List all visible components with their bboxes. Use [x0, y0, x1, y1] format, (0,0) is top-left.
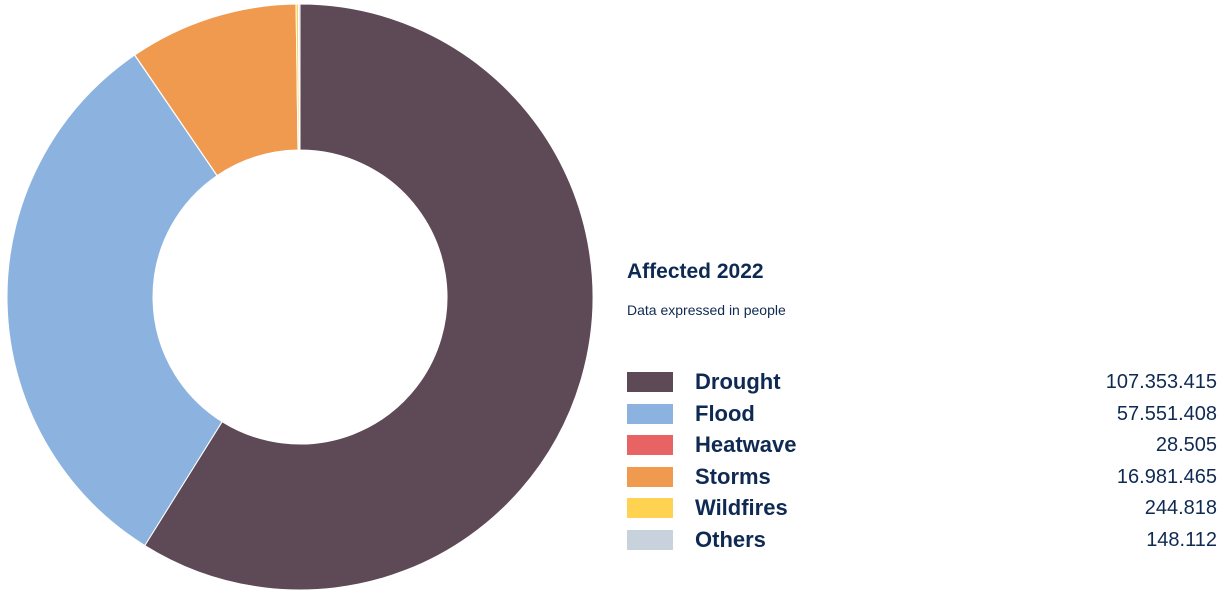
legend-value: 16.981.465: [1116, 465, 1217, 488]
legend-label: Flood: [695, 400, 755, 426]
legend-label: Storms: [695, 463, 771, 489]
legend-value: 28.505: [1155, 434, 1217, 456]
chart-title: Affected 2022: [627, 260, 764, 283]
legend-value: 57.551.408: [1116, 402, 1217, 425]
donut-slice-flood[interactable]: [6, 54, 223, 547]
legend-panel: Affected 2022 Data expressed in people D…: [627, 255, 1217, 552]
legend-item-heatwave[interactable]: Heatwave 28.505: [627, 431, 1217, 463]
donut-slice-others[interactable]: [298, 3, 301, 151]
legend-swatch-others: [627, 529, 673, 550]
legend-swatch-flood: [627, 403, 673, 424]
legend-label: Heatwave: [695, 432, 797, 457]
legend-swatch-heatwave: [627, 435, 673, 455]
legend-label: Others: [695, 526, 766, 552]
legend-item-drought[interactable]: Drought 107.353.415: [627, 368, 1217, 400]
legend-label: Drought: [695, 369, 781, 394]
legend-item-storms[interactable]: Storms 16.981.465: [627, 463, 1217, 495]
legend-item-others[interactable]: Others 148.112: [627, 526, 1217, 558]
legend-item-flood[interactable]: Flood 57.551.408: [627, 400, 1217, 432]
legend-swatch-drought: [627, 372, 673, 392]
donut-slice-drought[interactable]: [144, 3, 594, 591]
legend-swatch-wildfires: [627, 498, 673, 518]
legend-item-wildfires[interactable]: Wildfires 244.818: [627, 494, 1217, 526]
legend-label: Wildfires: [695, 495, 788, 520]
legend-list: Drought 107.353.415 Flood 57.551.408 Hea…: [627, 368, 1217, 557]
legend-value: 107.353.415: [1105, 371, 1217, 393]
legend-value: 244.818: [1144, 497, 1217, 519]
legend-swatch-storms: [627, 466, 673, 487]
donut-chart: [6, 3, 594, 591]
chart-subtitle: Data expressed in people: [627, 302, 786, 318]
legend-value: 148.112: [1146, 528, 1217, 551]
